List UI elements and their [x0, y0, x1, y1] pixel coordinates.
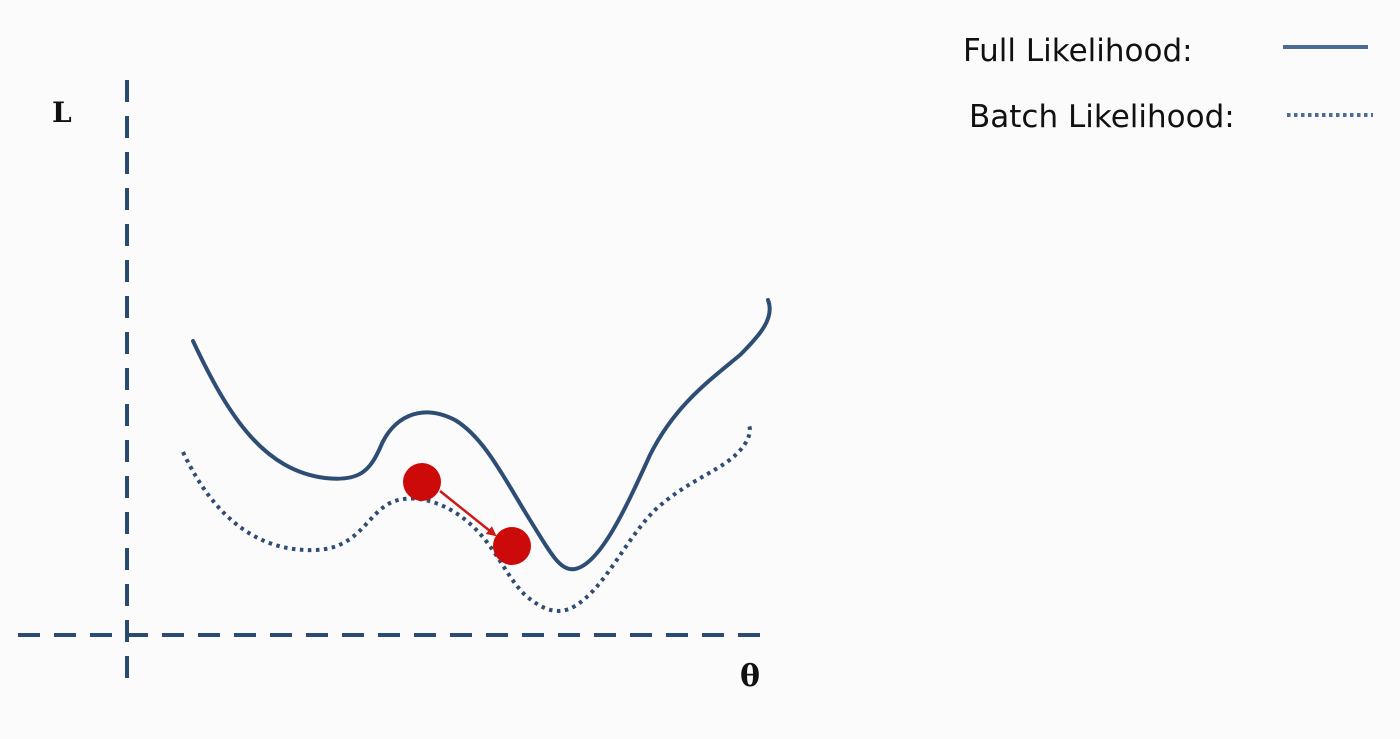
end-point	[493, 527, 531, 565]
y-axis-label: L	[52, 96, 72, 129]
legend-batch-label: Batch Likelihood:	[969, 99, 1235, 135]
full-likelihood-curve	[191, 298, 772, 572]
x-axis-label: θ	[740, 659, 760, 694]
legend-full-label: Full Likelihood:	[963, 33, 1193, 69]
start-point	[403, 463, 441, 501]
step-arrow	[439, 490, 497, 537]
legend: Full Likelihood: Batch Likelihood:	[963, 33, 1373, 135]
